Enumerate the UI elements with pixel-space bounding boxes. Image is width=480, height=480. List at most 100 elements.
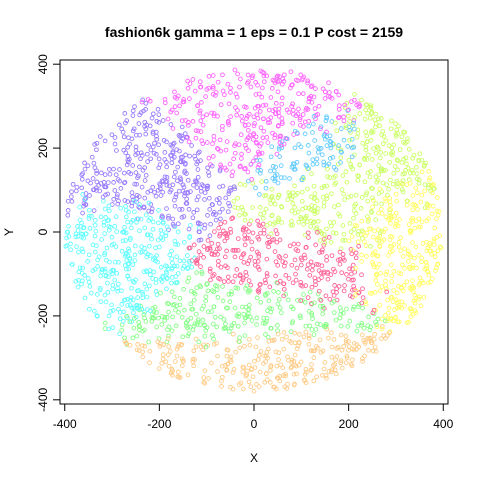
data-point xyxy=(333,180,339,186)
data-point xyxy=(215,251,220,257)
data-point xyxy=(276,113,282,119)
data-point xyxy=(306,333,312,339)
data-point xyxy=(90,176,96,181)
data-point xyxy=(305,143,311,148)
data-point xyxy=(342,283,347,288)
data-point xyxy=(320,372,325,378)
data-point xyxy=(281,72,287,78)
data-point xyxy=(264,271,270,276)
data-point xyxy=(292,204,297,210)
data-point xyxy=(268,368,273,373)
data-point xyxy=(337,305,343,310)
data-point xyxy=(379,326,385,332)
data-point xyxy=(370,262,376,268)
data-point xyxy=(175,369,181,375)
data-point xyxy=(361,325,367,331)
data-point xyxy=(426,177,432,183)
data-point xyxy=(274,239,280,245)
data-point xyxy=(349,251,355,257)
data-point xyxy=(410,207,416,213)
data-point xyxy=(363,107,368,113)
data-point xyxy=(155,237,161,243)
data-point xyxy=(238,380,244,386)
data-point xyxy=(237,84,242,90)
data-point xyxy=(206,155,212,161)
data-point xyxy=(300,112,306,117)
data-point xyxy=(405,258,411,264)
data-point xyxy=(351,304,357,310)
data-point xyxy=(169,260,175,266)
data-point xyxy=(310,130,315,135)
data-point xyxy=(382,196,388,202)
data-point xyxy=(324,257,329,263)
data-point xyxy=(308,194,314,200)
data-point xyxy=(330,230,336,236)
data-point xyxy=(83,231,89,237)
data-point xyxy=(267,120,273,125)
data-point xyxy=(210,202,215,208)
data-point xyxy=(303,205,309,211)
data-point xyxy=(230,169,236,175)
data-point xyxy=(248,218,254,224)
data-point xyxy=(227,299,233,305)
data-point xyxy=(363,144,369,150)
data-point xyxy=(137,202,142,207)
data-point xyxy=(431,236,437,242)
data-point xyxy=(194,197,200,203)
data-point xyxy=(85,163,91,169)
data-point xyxy=(342,197,347,203)
data-point xyxy=(304,213,309,219)
data-point xyxy=(86,279,92,285)
data-point xyxy=(255,259,261,264)
data-point xyxy=(173,191,179,197)
data-point xyxy=(332,204,337,209)
data-point xyxy=(292,352,298,358)
data-point xyxy=(224,368,229,373)
data-point xyxy=(350,357,355,363)
data-point xyxy=(394,184,400,189)
data-point xyxy=(185,177,191,183)
data-point xyxy=(315,291,321,297)
data-point xyxy=(370,186,375,191)
data-point xyxy=(261,315,267,321)
data-point xyxy=(331,142,337,147)
data-point xyxy=(270,338,276,343)
data-point xyxy=(266,239,272,245)
data-point xyxy=(94,168,99,174)
data-point xyxy=(341,288,347,294)
data-point xyxy=(374,324,380,330)
data-point xyxy=(123,238,129,243)
data-point xyxy=(395,158,401,164)
data-point xyxy=(222,238,228,244)
data-point xyxy=(279,119,285,125)
data-point xyxy=(275,219,281,225)
data-point xyxy=(405,248,411,254)
data-point xyxy=(223,321,228,327)
data-point xyxy=(367,115,373,121)
data-point xyxy=(374,265,380,270)
data-point xyxy=(336,211,341,217)
data-point xyxy=(426,272,432,278)
data-point xyxy=(323,293,329,299)
data-point xyxy=(227,203,233,209)
data-point xyxy=(297,117,303,122)
data-point xyxy=(193,344,199,350)
data-point xyxy=(338,358,344,363)
data-point xyxy=(425,205,430,211)
data-point xyxy=(297,115,303,121)
data-point xyxy=(418,199,424,205)
data-point xyxy=(424,263,430,269)
data-point xyxy=(94,292,100,297)
data-point xyxy=(80,171,85,176)
data-point xyxy=(375,144,380,150)
data-point xyxy=(309,348,314,353)
data-point xyxy=(413,185,419,191)
data-point xyxy=(377,186,383,192)
data-point xyxy=(275,301,281,307)
data-point xyxy=(292,330,298,336)
data-point xyxy=(228,90,233,95)
data-point xyxy=(302,252,307,258)
data-point xyxy=(348,271,354,277)
data-point xyxy=(87,284,93,289)
data-point xyxy=(336,106,342,112)
